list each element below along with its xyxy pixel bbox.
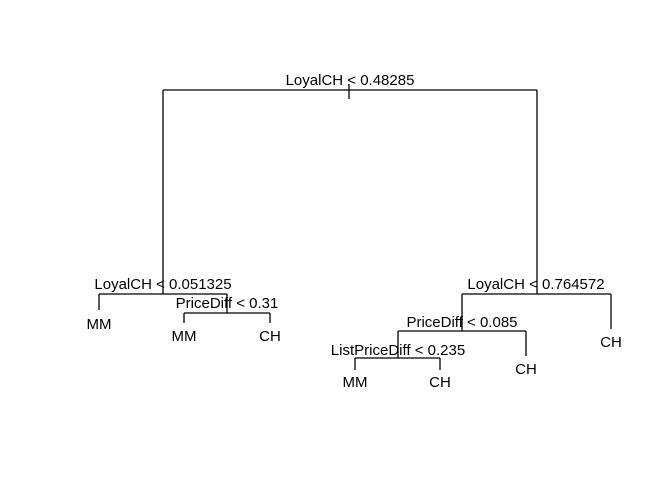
leaf-right-right: CH: [600, 334, 622, 351]
leaf-left-right-right: CH: [259, 328, 281, 345]
left-right-split-label: PriceDiff < 0.31: [176, 295, 279, 312]
right-left-left-split-label: ListPriceDiff < 0.235: [331, 342, 465, 359]
leaf-right-left-right: CH: [515, 361, 537, 378]
leaf-left-left: MM: [87, 316, 112, 333]
left-split-label: LoyalCH < 0.051325: [94, 276, 231, 293]
right-split-label: LoyalCH < 0.764572: [467, 276, 604, 293]
leaf-left-right-left: MM: [172, 328, 197, 345]
leaf-right-left-left-right: CH: [429, 374, 451, 391]
leaf-right-left-left-left: MM: [343, 374, 368, 391]
root-split-label: LoyalCH < 0.48285: [286, 72, 415, 89]
right-left-split-label: PriceDiff < 0.085: [406, 314, 517, 331]
